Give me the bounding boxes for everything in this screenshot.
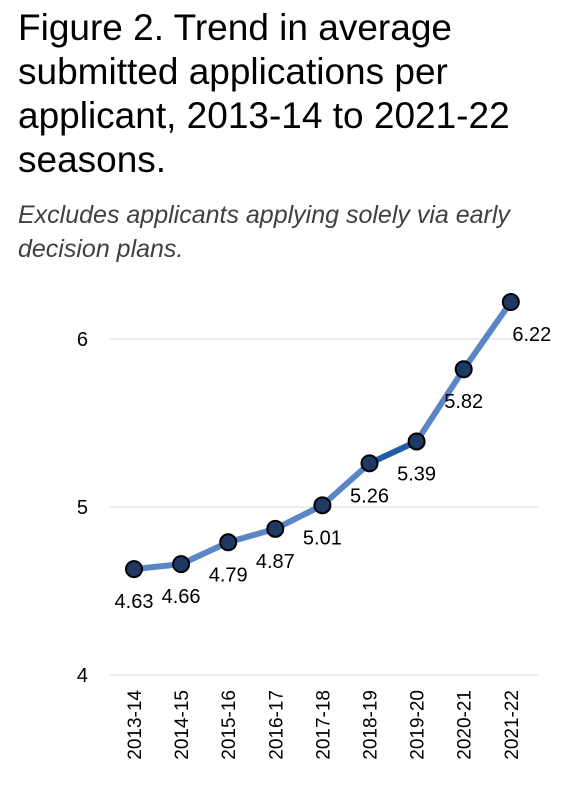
- y-tick-label: 5: [77, 497, 88, 519]
- x-tick-label: 2018-19: [361, 690, 382, 760]
- y-tick-label: 6: [77, 329, 88, 351]
- data-label: 5.39: [397, 463, 436, 485]
- data-point: [407, 432, 426, 451]
- data-label: 5.82: [444, 391, 483, 413]
- data-label: 4.87: [256, 551, 295, 573]
- chart-title: Figure 2. Trend in average submitted app…: [18, 7, 510, 180]
- data-point: [454, 360, 473, 379]
- chart-subtitle: Excludes applicants applying solely via …: [18, 201, 510, 263]
- data-label: 4.79: [209, 564, 248, 586]
- data-point: [360, 454, 379, 473]
- data-label: 6.22: [512, 324, 551, 346]
- x-tick-label: 2016-17: [266, 690, 287, 760]
- x-tick-label: 2015-16: [219, 690, 240, 760]
- data-point: [266, 519, 285, 538]
- x-tick-label: 2017-18: [313, 690, 334, 760]
- series-line-segment: [319, 460, 373, 509]
- series-line-segment: [413, 366, 467, 445]
- data-label: 4.63: [115, 591, 154, 613]
- x-tick-label: 2013-14: [125, 690, 146, 760]
- data-point: [313, 496, 332, 515]
- x-tick-label: 2014-15: [172, 690, 193, 760]
- data-point: [219, 533, 238, 552]
- y-tick-label: 4: [77, 665, 88, 687]
- x-tick-label: 2019-20: [408, 690, 429, 760]
- data-label: 4.66: [162, 586, 201, 608]
- data-point: [501, 293, 520, 312]
- series-line-segment: [460, 299, 514, 373]
- x-tick-label: 2021-22: [502, 690, 523, 760]
- x-tick-label: 2020-21: [455, 690, 476, 760]
- data-label: 5.26: [350, 485, 389, 507]
- data-point: [125, 560, 143, 579]
- data-point: [172, 555, 191, 574]
- data-label: 5.01: [303, 527, 342, 549]
